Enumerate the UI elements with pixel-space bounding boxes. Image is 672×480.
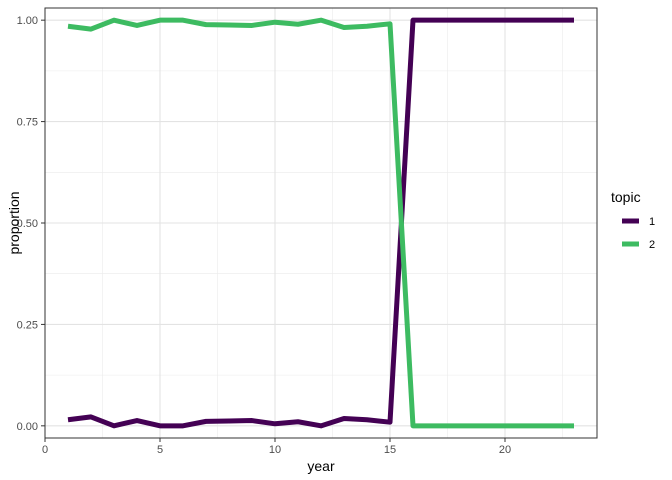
x-tick-label: 10	[269, 444, 281, 456]
legend: topic 1 2	[611, 189, 655, 251]
y-tick-label: 0.25	[17, 319, 38, 331]
legend-title: topic	[611, 189, 641, 205]
y-tick-label: 1.00	[17, 15, 38, 27]
y-tick-label: 0.75	[17, 117, 38, 129]
legend-label-topic-2: 2	[649, 239, 655, 251]
series-line-topic-2	[67, 17, 574, 429]
x-axis-title: year	[307, 458, 335, 474]
y-tick-label: 0.50	[17, 218, 38, 230]
y-axis-title: proportion	[6, 191, 22, 254]
series-line-topic-1	[67, 17, 574, 429]
x-tick-label: 15	[384, 444, 396, 456]
legend-label-topic-1: 1	[649, 216, 655, 228]
y-axis: 0.00 0.25 0.50 0.75 1.00	[17, 15, 45, 433]
x-tick-label: 20	[499, 444, 511, 456]
y-tick-label: 0.00	[17, 421, 38, 433]
x-tick-label: 0	[42, 444, 48, 456]
x-tick-label: 5	[157, 444, 163, 456]
x-axis: 0 5 10 15 20	[42, 438, 511, 456]
series-lines	[67, 17, 574, 429]
